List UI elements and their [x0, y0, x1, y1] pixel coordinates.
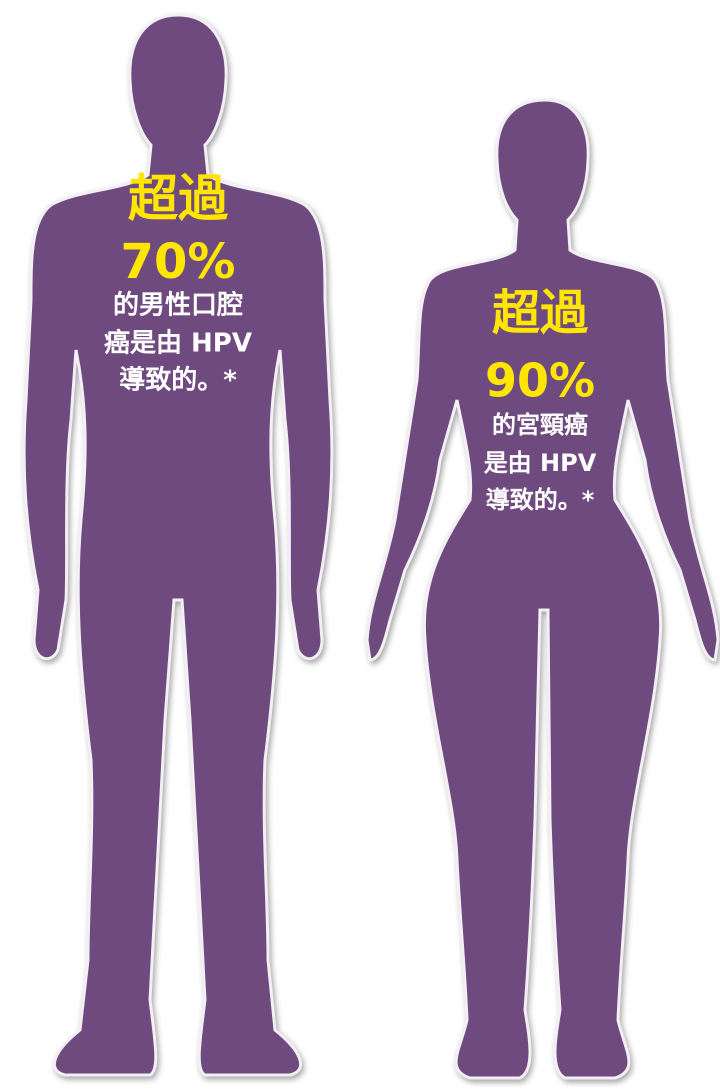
female-line: 導致的。* [486, 486, 595, 514]
female-line: 是由 HPV [484, 449, 597, 477]
male-line: 的男性口腔 [113, 290, 243, 321]
male-line: 導致的。* [119, 365, 237, 396]
male-percent: 70% [121, 234, 236, 290]
female-silhouette [365, 98, 720, 1080]
female-percent: 90% [485, 354, 595, 408]
male-line: 癌是由 HPV [104, 328, 252, 359]
female-lead: 超過 [492, 285, 589, 341]
male-silhouette [22, 13, 334, 1077]
male-lead: 超過 [128, 170, 229, 228]
female-line: 的宮頸癌 [492, 411, 588, 439]
